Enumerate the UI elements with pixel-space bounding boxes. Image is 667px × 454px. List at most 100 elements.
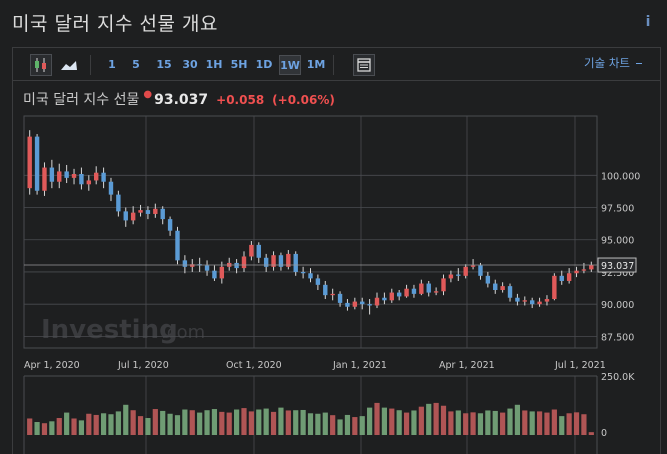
interval-30-button[interactable]: 30 (182, 58, 198, 71)
volume-bar (167, 413, 173, 435)
info-icon[interactable]: i (645, 14, 651, 30)
interval-1-button[interactable]: 1 (108, 58, 116, 71)
interval-5h-button[interactable]: 5H (230, 58, 248, 71)
last-price-tag-label: 93.037 (601, 261, 634, 272)
volume-bar (485, 410, 491, 435)
volume-bar (477, 413, 484, 435)
table-icon (357, 58, 371, 72)
plot-area (23, 115, 598, 349)
tech-chart-link[interactable]: 기술 차트 (584, 55, 642, 71)
volume-bar (448, 411, 454, 435)
candle-body (300, 271, 306, 274)
x-tick-label: Oct 1, 2020 (226, 360, 282, 371)
interval-1m-button[interactable]: 1M (306, 58, 326, 71)
y-tick-label: 87.500 (601, 332, 634, 343)
candle-body (57, 171, 62, 182)
candle-body (552, 275, 557, 300)
candle-body (219, 266, 225, 279)
area-type-button[interactable] (58, 55, 80, 75)
candle-body (589, 265, 594, 270)
volume-bar (381, 407, 387, 435)
candle-body (153, 208, 158, 214)
volume-bar (514, 404, 521, 435)
volume-bar (174, 415, 181, 435)
candle-body (86, 180, 92, 185)
candle-body (256, 244, 261, 258)
candle-body (507, 286, 513, 298)
volume-bar (344, 414, 351, 435)
instrument-name: 미국 달러 지수 선물 (23, 92, 140, 108)
volume-max-label: 250.0K (601, 372, 635, 383)
volume-bar (137, 416, 144, 435)
y-tick-label: 97.500 (601, 204, 634, 215)
candle-body (116, 194, 121, 212)
volume-bar (418, 406, 424, 435)
volume-bar (573, 412, 580, 435)
volume-bar (559, 416, 565, 435)
price-change: +0.058 (216, 93, 265, 107)
volume-bar (389, 408, 395, 435)
candle-body (64, 171, 69, 178)
last-price-tag (597, 257, 637, 273)
volume-bar (93, 414, 99, 435)
candle-body (71, 174, 77, 178)
candle-body (493, 283, 498, 290)
candlestick-icon (35, 58, 46, 72)
x-tick-label: Jul 1, 2021 (554, 360, 606, 371)
table-view-button[interactable] (353, 54, 375, 76)
volume-bar (270, 411, 277, 435)
toolbar-separator (333, 55, 334, 75)
candle-body (330, 293, 335, 296)
volume-bar (197, 412, 203, 435)
volume-bar (566, 413, 572, 435)
volume-bar (529, 411, 535, 435)
candle-body (308, 273, 313, 279)
price-change-pct: (+0.06%) (272, 93, 335, 107)
volume-bar (440, 405, 447, 435)
candle-body (448, 274, 454, 279)
candle-body (522, 300, 527, 302)
candle-body (323, 284, 328, 296)
volume-bar (396, 410, 402, 435)
candle-body (382, 297, 387, 301)
volume-bar (182, 409, 188, 435)
candle-body (101, 172, 106, 182)
volume-bar (152, 409, 158, 435)
candle-body (49, 167, 55, 182)
volume-bar (115, 411, 121, 435)
candle-body (79, 174, 84, 185)
candle-body (263, 257, 269, 267)
candle-body (108, 181, 114, 195)
volume-bar (433, 402, 439, 435)
volume-bar (100, 413, 107, 435)
volume-bar (204, 410, 210, 435)
candle-body (27, 136, 32, 189)
volume-bar (241, 408, 247, 435)
volume-bar (322, 412, 328, 435)
candle-body (249, 244, 254, 257)
volume-bar (352, 417, 358, 435)
candle-body (411, 288, 417, 294)
quote-line: 미국 달러 지수 선물 ● 93.037 +0.058 (+0.06%) (23, 89, 335, 109)
y-tick-label: 90.000 (601, 300, 634, 311)
candle-body (204, 265, 210, 271)
volume-bar (248, 411, 254, 435)
volume-bar (41, 423, 48, 435)
interval-5-button[interactable]: 5 (132, 58, 140, 71)
volume-bar (27, 418, 33, 435)
candle-body (537, 301, 542, 305)
interval-15-button[interactable]: 15 (156, 58, 172, 71)
interval-1w-button[interactable]: 1W (279, 55, 301, 75)
candle-body (367, 304, 372, 306)
x-tick-label: Jan 1, 2021 (332, 360, 387, 371)
volume-bar (374, 402, 380, 435)
y-tick-label: 100.000 (601, 171, 640, 182)
candle-body (182, 260, 188, 267)
area-chart-icon (61, 61, 77, 70)
candlestick-type-button[interactable] (30, 54, 52, 76)
price-chart[interactable]: Investing.com 100.000 97.500 95.000 92.500 90… (13, 48, 660, 454)
y-tick-label: 95.000 (601, 236, 634, 247)
interval-1d-button[interactable]: 1D (255, 58, 273, 71)
volume-bar (278, 407, 284, 435)
interval-1h-button[interactable]: 1H (205, 58, 223, 71)
